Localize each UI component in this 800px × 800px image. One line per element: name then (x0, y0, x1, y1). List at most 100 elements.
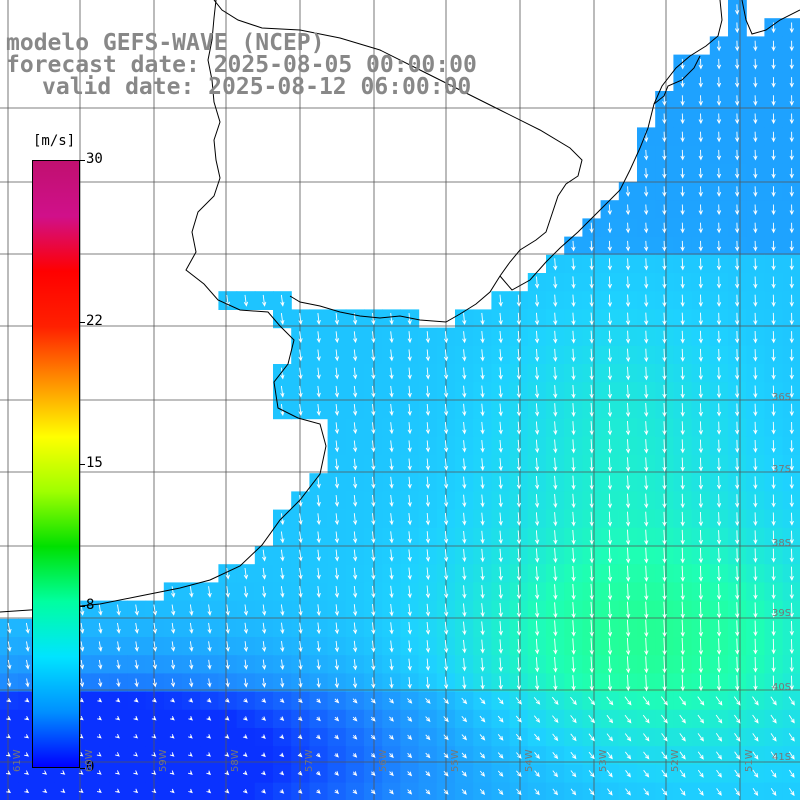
wind-vector (679, 696, 687, 706)
wind-vector (407, 313, 412, 325)
wind-vector (607, 547, 613, 564)
wind-vector (734, 769, 741, 778)
wind-vector (607, 439, 613, 454)
wind-vector (771, 240, 776, 252)
wind-vector (425, 676, 431, 690)
wind-vector (662, 565, 667, 582)
wind-vector (680, 511, 685, 527)
wind-vector (735, 77, 740, 88)
wind-vector (643, 751, 650, 760)
wind-vector (698, 638, 704, 656)
wind-vector (443, 734, 449, 741)
wind-vector (680, 240, 685, 252)
wind-vector (116, 604, 121, 616)
wind-vector (753, 675, 758, 691)
wind-speed-cell (782, 764, 800, 784)
wind-vector (334, 313, 340, 325)
wind-vector (353, 640, 358, 653)
wind-vector (753, 58, 758, 70)
wind-vector (735, 349, 740, 362)
wind-vector (462, 349, 467, 362)
wind-vector (533, 715, 541, 723)
wind-vector (589, 384, 594, 399)
wind-vector (735, 168, 740, 179)
wind-vector (169, 752, 175, 757)
wind-vector (116, 622, 121, 634)
wind-vector (534, 276, 540, 289)
wind-vector (407, 458, 412, 471)
wind-vector (425, 331, 431, 344)
wind-vector (6, 788, 12, 794)
wind-vector (280, 586, 285, 598)
wind-vector (535, 620, 540, 637)
wind-vector (480, 440, 485, 453)
wind-vector (571, 330, 576, 344)
wind-vector (224, 752, 230, 757)
wind-vector (735, 476, 740, 490)
wind-speed-cell (637, 782, 656, 800)
wind-vector (389, 640, 394, 653)
wind-vector (698, 493, 704, 509)
wind-vector (571, 457, 576, 472)
wind-vector (316, 531, 321, 544)
wind-vector (353, 422, 358, 435)
wind-speed-cell (782, 746, 800, 765)
wind-vector (370, 716, 376, 722)
wind-vector (516, 602, 522, 618)
longitude-label: 53W (598, 749, 609, 772)
wind-vector (716, 312, 722, 326)
wind-vector (553, 439, 558, 454)
wind-vector (789, 675, 794, 691)
wind-vector (571, 240, 576, 252)
wind-vector (771, 584, 776, 600)
wind-vector (480, 512, 485, 526)
wind-vector (389, 585, 394, 599)
wind-vector (770, 751, 777, 760)
wind-vector (261, 752, 266, 758)
wind-vector (789, 312, 794, 326)
wind-vector (370, 789, 376, 795)
wind-vector (589, 565, 594, 582)
wind-vector (425, 585, 431, 599)
wind-vector (607, 312, 613, 326)
wind-vector (644, 186, 649, 197)
wind-vector (606, 696, 614, 706)
wind-vector (571, 348, 576, 363)
wind-vector (480, 421, 485, 435)
wind-vector (661, 751, 668, 760)
wind-vector (352, 771, 358, 776)
wind-vector (571, 529, 576, 545)
wind-vector (698, 312, 703, 326)
wind-vector (480, 657, 485, 672)
wind-vector (462, 440, 467, 453)
wind-vector (625, 384, 631, 399)
wind-vector (553, 620, 558, 637)
wind-vector (425, 734, 431, 741)
wind-vector (680, 312, 685, 326)
wind-speed-cell (746, 782, 765, 800)
wind-vector (753, 294, 758, 307)
wind-vector (370, 771, 376, 777)
wind-vector (662, 186, 667, 197)
wind-vector (698, 619, 704, 637)
wind-vector (134, 678, 139, 688)
wind-vector (553, 366, 558, 381)
wind-vector (553, 258, 558, 271)
wind-vector (407, 677, 412, 689)
wind-vector (715, 696, 723, 706)
wind-vector (789, 566, 794, 581)
wind-vector (225, 586, 230, 598)
wind-vector (789, 476, 794, 490)
wind-vector (753, 421, 758, 435)
wind-vector (298, 567, 303, 580)
wind-vector (497, 752, 504, 759)
wind-vector (425, 567, 431, 581)
wind-vector (480, 639, 485, 654)
wind-vector (716, 512, 722, 527)
wind-vector (571, 276, 576, 289)
wind-vector (316, 331, 321, 344)
wind-vector (407, 603, 412, 617)
wind-vector (770, 769, 777, 778)
wind-vector (680, 547, 685, 564)
